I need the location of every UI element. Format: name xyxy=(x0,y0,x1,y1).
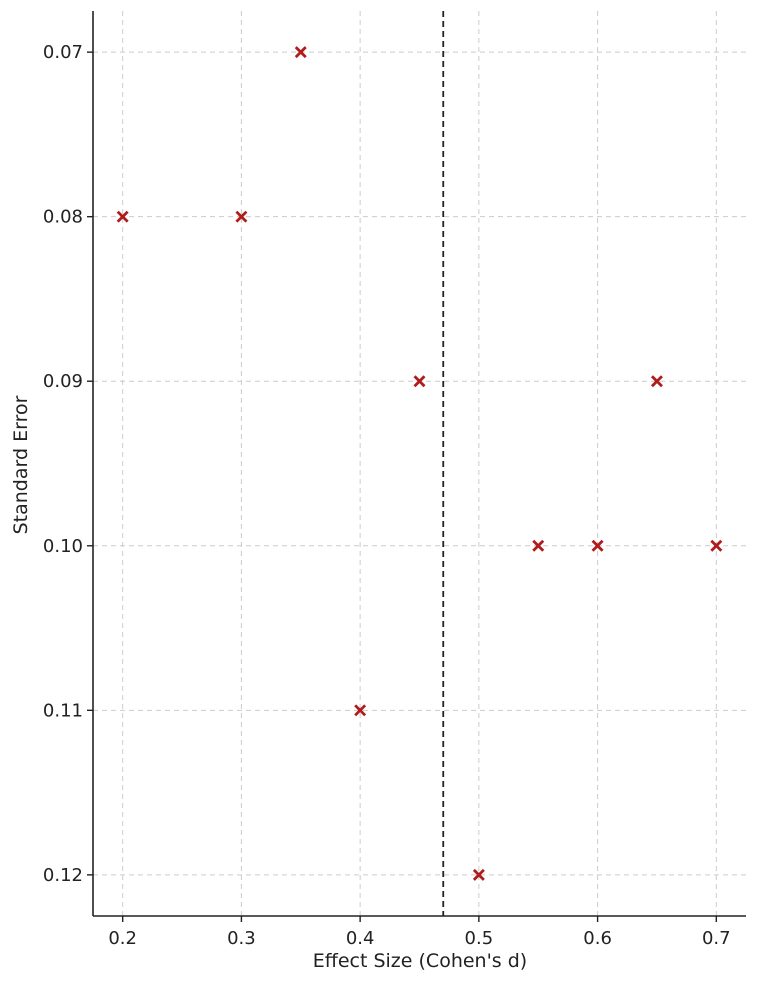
y-tick-label-4: 0.11 xyxy=(43,700,83,721)
x-tick-label-1: 0.3 xyxy=(227,928,256,949)
data-point-stroke xyxy=(472,868,485,881)
grid xyxy=(93,11,746,916)
axes xyxy=(87,11,746,922)
x-tick-label-3: 0.5 xyxy=(465,928,494,949)
data-points xyxy=(116,46,723,881)
data-point-3 xyxy=(354,704,367,717)
data-point-stroke xyxy=(413,375,426,388)
data-point-1 xyxy=(235,210,248,223)
x-tick-label-4: 0.6 xyxy=(583,928,612,949)
data-point-stroke xyxy=(532,539,545,552)
data-point-4 xyxy=(413,375,426,388)
x-tick-label-5: 0.7 xyxy=(702,928,731,949)
y-tick-label-3: 0.10 xyxy=(43,536,83,557)
data-point-7 xyxy=(591,539,604,552)
data-point-stroke xyxy=(354,704,367,717)
x-tick-label-2: 0.4 xyxy=(346,928,375,949)
y-tick-label-5: 0.12 xyxy=(43,865,83,886)
data-point-stroke xyxy=(235,210,248,223)
y-tick-label-0: 0.07 xyxy=(43,42,83,63)
data-point-9 xyxy=(710,539,723,552)
data-point-stroke xyxy=(650,375,663,388)
data-point-6 xyxy=(532,539,545,552)
data-point-5 xyxy=(472,868,485,881)
data-point-0 xyxy=(116,210,129,223)
x-tick-label-0: 0.2 xyxy=(108,928,137,949)
data-point-stroke xyxy=(294,46,307,59)
data-point-stroke xyxy=(116,210,129,223)
tick-labels: 0.2 0.3 0.4 0.5 0.6 0.7 0.07 0.08 0.09 0.10 0.11 0.… xyxy=(43,42,731,949)
data-point-stroke xyxy=(591,539,604,552)
data-point-2 xyxy=(294,46,307,59)
y-axis-title: Standard Error xyxy=(10,395,32,534)
x-axis-title: Effect Size (Cohen's d) xyxy=(313,950,527,972)
data-point-stroke xyxy=(710,539,723,552)
y-tick-label-2: 0.09 xyxy=(43,371,83,392)
data-point-8 xyxy=(650,375,663,388)
y-tick-label-1: 0.08 xyxy=(43,207,83,228)
